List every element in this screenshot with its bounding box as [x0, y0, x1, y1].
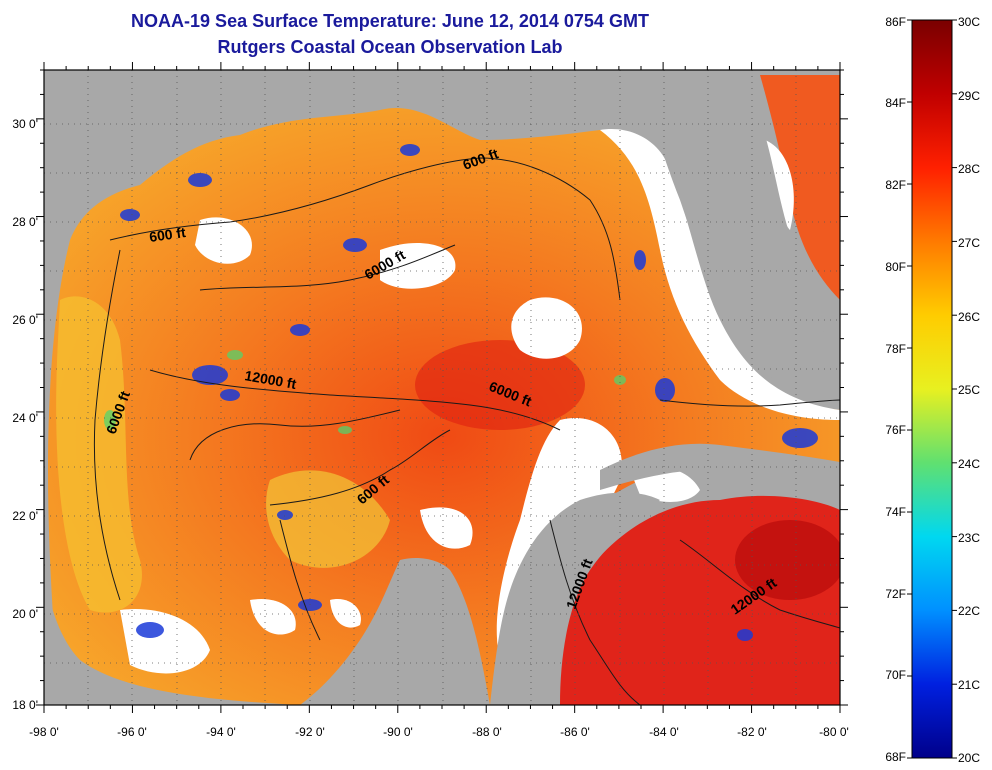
x-tick-label: -88 0'	[472, 725, 502, 739]
colorbar-c-labels: 30C 29C 28C 27C 26C 25C 24C 23C 22C 21C …	[958, 15, 980, 765]
colorbar-c-label: 20C	[958, 751, 980, 765]
colorbar-f-label: 70F	[885, 668, 906, 682]
colorbar-c-label: 30C	[958, 15, 980, 29]
caribbean-hot	[735, 520, 840, 600]
colorbar	[911, 19, 953, 759]
y-tick-label: 26 0'	[12, 313, 38, 327]
y-tick-label: 20 0'	[12, 607, 38, 621]
colorbar-c-label: 22C	[958, 604, 980, 618]
colorbar-ticks	[907, 19, 957, 759]
cuba-land	[600, 443, 840, 490]
x-tick-label: -96 0'	[117, 725, 147, 739]
colorbar-f-label: 82F	[885, 178, 906, 192]
x-axis-labels: -98 0' -96 0' -94 0' -92 0' -90 0' -88 0…	[29, 725, 849, 739]
contour-label: 600 ft	[148, 224, 187, 245]
florida-land	[655, 120, 830, 392]
title-line-1: NOAA-19 Sea Surface Temperature: June 12…	[131, 11, 649, 31]
bathymetry-contours	[93, 157, 840, 705]
y-axis-labels: 30 0' 28 0' 26 0' 24 0' 22 0' 20 0' 18 0…	[12, 117, 38, 712]
y-tick-label: 30 0'	[12, 117, 38, 131]
x-tick-label: -82 0'	[737, 725, 767, 739]
colorbar-f-label: 74F	[885, 505, 906, 519]
colorbar-c-label: 25C	[958, 383, 980, 397]
x-tick-label: -92 0'	[295, 725, 325, 739]
y-tick-label: 22 0'	[12, 509, 38, 523]
central-yellow	[266, 470, 390, 568]
colorbar-c-label: 28C	[958, 162, 980, 176]
colorbar-f-label: 68F	[885, 750, 906, 764]
colorbar-c-label: 29C	[958, 89, 980, 103]
y-tick-label: 24 0'	[12, 411, 38, 425]
colorbar-c-label: 21C	[958, 678, 980, 692]
x-tick-label: -98 0'	[29, 725, 59, 739]
colorbar-f-label: 72F	[885, 587, 906, 601]
x-tick-label: -84 0'	[649, 725, 679, 739]
colorbar-f-label: 78F	[885, 342, 906, 356]
central-america-land	[300, 558, 490, 705]
colorbar-f-label: 86F	[885, 15, 906, 29]
x-tick-label: -86 0'	[560, 725, 590, 739]
colorbar-c-label: 26C	[958, 310, 980, 324]
colorbar-f-labels: 86F 84F 82F 80F 78F 76F 74F 72F 70F 68F	[885, 15, 906, 764]
atlantic-water	[760, 75, 840, 300]
x-tick-label: -90 0'	[383, 725, 413, 739]
grid-lines	[44, 70, 840, 705]
title-line-2: Rutgers Coastal Ocean Observation Lab	[217, 37, 563, 57]
colorbar-c-label: 27C	[958, 236, 980, 250]
mexico-land	[44, 560, 300, 705]
hot-core	[415, 340, 585, 430]
colorbar-f-label: 76F	[885, 423, 906, 437]
western-shelf	[56, 296, 142, 613]
colorbar-f-label: 80F	[885, 260, 906, 274]
green-speckles	[104, 350, 626, 434]
y-tick-label: 18 0'	[12, 698, 38, 712]
ocean-layer	[44, 70, 840, 705]
map-title: NOAA-19 Sea Surface Temperature: June 12…	[40, 8, 740, 60]
axis-ticks	[36, 62, 848, 713]
colorbar-c-label: 24C	[958, 457, 980, 471]
colorbar-c-label: 23C	[958, 531, 980, 545]
x-tick-label: -80 0'	[819, 725, 849, 739]
y-tick-label: 28 0'	[12, 215, 38, 229]
x-tick-label: -94 0'	[206, 725, 236, 739]
colorbar-f-label: 84F	[885, 96, 906, 110]
